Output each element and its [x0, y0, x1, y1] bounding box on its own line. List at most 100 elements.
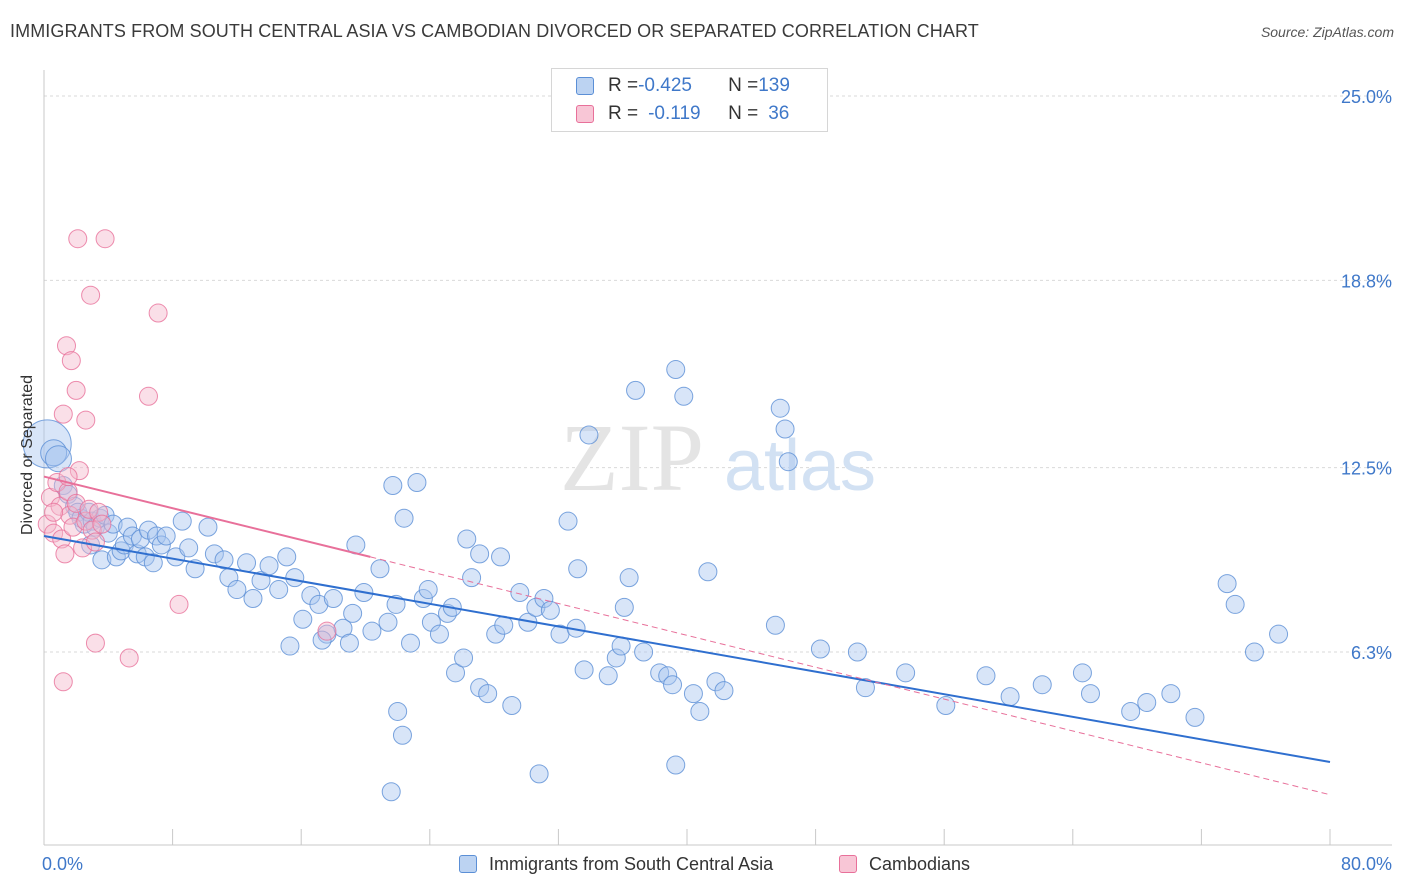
- data-point: [69, 461, 89, 481]
- data-point: [82, 520, 102, 540]
- legend-row-cambodians: R = -0.119 N = 36: [576, 102, 789, 126]
- y-tick-label: 18.8%: [1341, 271, 1392, 291]
- data-point: [606, 648, 626, 668]
- data-point: [770, 398, 790, 418]
- data-point: [55, 544, 75, 564]
- data-point: [1225, 594, 1245, 614]
- data-point: [1244, 642, 1264, 662]
- y-tick-label: 6.3%: [1351, 643, 1392, 663]
- data-point: [502, 696, 522, 716]
- data-point: [626, 380, 646, 400]
- legend-n-label: N =: [728, 75, 759, 96]
- data-point: [936, 696, 956, 716]
- data-point: [810, 639, 830, 659]
- data-point: [1121, 701, 1141, 721]
- data-point: [53, 672, 73, 692]
- x-tick-label: 0.0%: [42, 854, 83, 874]
- data-point: [370, 559, 390, 579]
- data-point: [1185, 707, 1205, 727]
- data-point: [666, 360, 686, 380]
- data-point: [227, 580, 247, 600]
- data-point: [293, 609, 313, 629]
- data-point: [61, 351, 81, 371]
- data-point: [698, 562, 718, 582]
- data-point: [309, 594, 329, 614]
- legend-swatch-blue: [576, 77, 594, 95]
- data-point: [1080, 684, 1100, 704]
- legend-n-value: 36: [768, 103, 790, 124]
- data-point: [683, 684, 703, 704]
- data-point: [534, 588, 554, 608]
- legend-swatch-pink: [576, 105, 594, 123]
- data-point: [847, 642, 867, 662]
- y-axis-label: Divorced or Separated: [19, 374, 36, 536]
- data-point: [510, 583, 530, 603]
- data-point: [81, 285, 101, 305]
- data-point: [1217, 574, 1237, 594]
- watermark-atlas: atlas: [724, 426, 876, 506]
- legend-swatch-blue: [459, 855, 477, 873]
- data-point: [317, 621, 337, 641]
- data-point: [147, 526, 167, 546]
- data-point: [674, 386, 694, 406]
- data-point: [1137, 693, 1157, 713]
- watermark-zip: ZIP: [560, 404, 704, 511]
- data-point: [666, 755, 686, 775]
- data-point: [976, 666, 996, 686]
- data-point: [896, 663, 916, 683]
- data-point: [1072, 663, 1092, 683]
- source-note: Source: ZipAtlas.com: [1260, 24, 1394, 40]
- data-point: [775, 419, 795, 439]
- data-point: [446, 663, 466, 683]
- data-point: [151, 535, 171, 555]
- x-tick-label: 80.0%: [1341, 854, 1392, 874]
- data-point: [156, 526, 176, 546]
- legend-r-value: -0.119: [648, 103, 701, 124]
- data-point: [44, 445, 72, 473]
- data-point: [457, 529, 477, 549]
- data-point: [491, 547, 511, 567]
- data-point: [1269, 624, 1289, 644]
- data-point: [388, 701, 408, 721]
- series-cambodians-points: [37, 229, 337, 692]
- data-point: [204, 544, 224, 564]
- data-point: [714, 681, 734, 701]
- data-point: [251, 571, 271, 591]
- trend-line-cambodians: [43, 475, 371, 558]
- data-point: [66, 493, 86, 513]
- data-point: [381, 782, 401, 802]
- tick-labels: 6.3% 12.5% 18.8% 25.0% 0.0% 80.0%: [42, 87, 1392, 874]
- data-point: [63, 517, 83, 537]
- data-point: [614, 597, 634, 617]
- data-point: [663, 675, 683, 695]
- legend-n-label: N =: [728, 103, 759, 124]
- data-point: [540, 600, 560, 620]
- trend-lines: [43, 475, 1331, 796]
- data-point: [323, 588, 343, 608]
- data-point: [568, 559, 588, 579]
- data-point: [429, 624, 449, 644]
- data-point: [462, 568, 482, 588]
- data-point: [418, 580, 438, 600]
- legend-r-value: -0.425: [638, 75, 692, 96]
- data-point: [76, 410, 96, 430]
- legend-r-label: R =: [608, 103, 639, 124]
- legend-label-cambodians: Cambodians: [869, 853, 971, 874]
- legend-n-value: 139: [758, 75, 790, 96]
- legend-item-cambodians: Cambodians: [839, 852, 970, 876]
- data-point: [92, 550, 112, 570]
- data-point: [118, 517, 138, 537]
- data-point: [53, 404, 73, 424]
- data-point: [470, 544, 490, 564]
- legend-swatch-pink: [839, 855, 857, 873]
- legend-r-label: R =: [608, 75, 639, 96]
- legend-label-immigrants: Immigrants from South Central Asia: [489, 853, 774, 874]
- data-point: [143, 553, 163, 573]
- trend-line-cambodians-extension: [370, 556, 1331, 796]
- data-point: [558, 511, 578, 531]
- data-point: [634, 642, 654, 662]
- data-point: [401, 633, 421, 653]
- data-point: [172, 511, 192, 531]
- data-point: [611, 636, 631, 656]
